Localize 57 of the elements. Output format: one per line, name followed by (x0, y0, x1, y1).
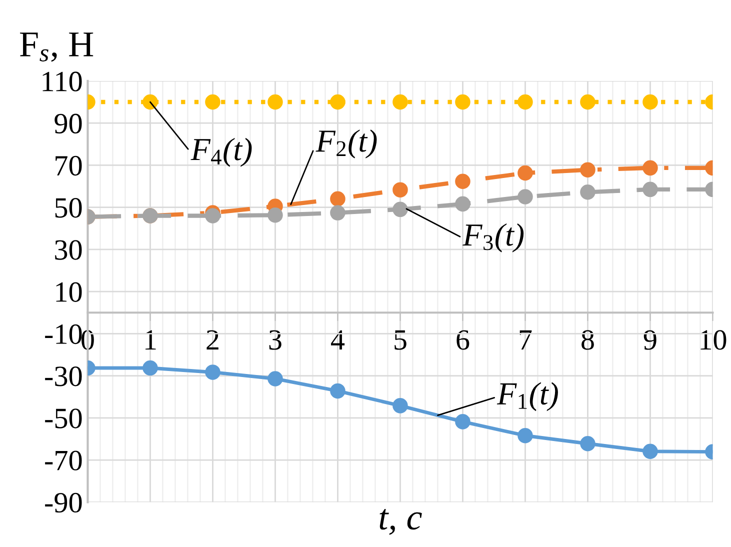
point (330, 205, 346, 220)
x-tick-label: 9 (644, 330, 656, 350)
point (455, 174, 470, 190)
x-tick-label: 7 (520, 330, 532, 350)
point (142, 360, 158, 376)
x-tick-label: 3 (269, 330, 282, 350)
point (392, 202, 408, 218)
x-axis-title: t, с (380, 508, 422, 535)
point (518, 165, 533, 181)
point (580, 184, 596, 200)
point (580, 162, 596, 178)
point (268, 207, 283, 223)
point (392, 182, 408, 198)
point (518, 189, 533, 204)
y-axis-title: F$_{s}$, Н (20, 32, 94, 62)
point (330, 191, 346, 207)
x-tick-label: 6 (456, 330, 470, 350)
series-label: F$_{2}$(t) (316, 129, 377, 158)
series-label: F$_{4}$(t) (190, 138, 252, 167)
series-label: F$_{3}$(t) (462, 223, 524, 252)
point (455, 94, 470, 110)
x-tick-label: 8 (582, 330, 594, 350)
point (642, 182, 658, 198)
y-tick-label: 50 (55, 198, 82, 218)
point (205, 208, 220, 224)
y-tick-label: -70 (45, 450, 82, 470)
x-tick-label: 5 (394, 330, 406, 350)
point (580, 94, 596, 110)
point (392, 398, 408, 414)
y-tick-label: -10 (45, 324, 82, 344)
point (268, 94, 283, 110)
point (142, 94, 158, 110)
point (205, 94, 220, 110)
x-tick-label: 10 (700, 330, 726, 350)
point (518, 428, 533, 444)
y-tick-label: 70 (56, 156, 82, 176)
y-tick-label: 110 (42, 72, 82, 92)
y-tick-label: -30 (45, 366, 82, 386)
y-tick-label: -50 (45, 408, 82, 428)
y-tick-label: 30 (55, 240, 82, 260)
point (392, 94, 408, 110)
series-label: F$_{1}$(t) (496, 382, 558, 412)
point (580, 436, 596, 452)
point (330, 383, 346, 399)
point (642, 94, 658, 110)
point (455, 196, 470, 212)
y-tick-label: -90 (45, 492, 82, 513)
point (642, 444, 658, 460)
point (642, 160, 658, 176)
y-tick-label: 10 (56, 282, 82, 302)
y-tick-label: 90 (54, 114, 82, 134)
point (268, 371, 283, 386)
point (330, 94, 346, 110)
point (518, 94, 533, 110)
point (455, 414, 470, 430)
point (205, 364, 220, 380)
x-tick-label: 4 (331, 330, 345, 350)
